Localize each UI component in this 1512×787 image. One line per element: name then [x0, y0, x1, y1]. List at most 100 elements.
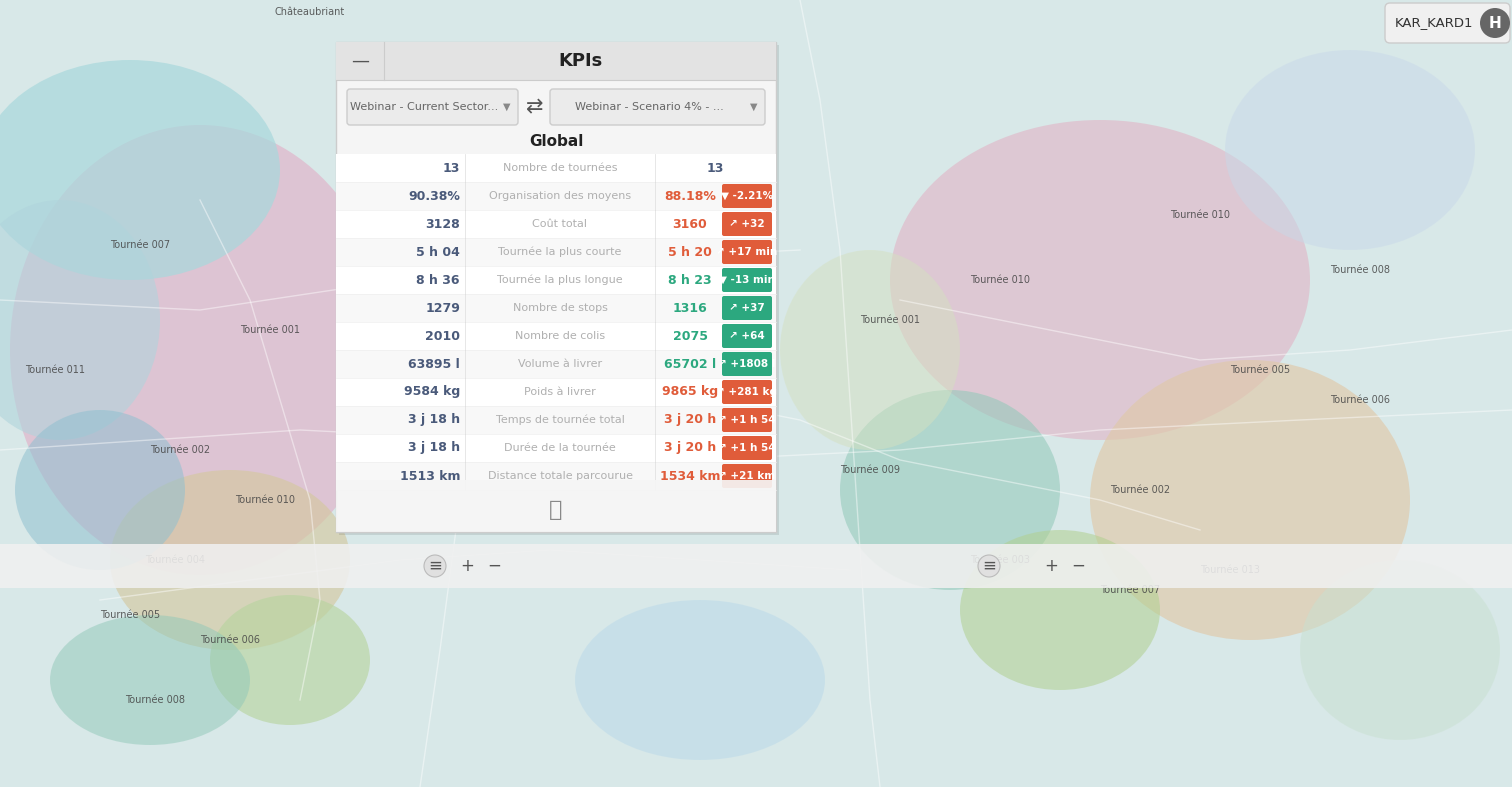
Ellipse shape	[891, 120, 1309, 440]
Ellipse shape	[15, 410, 184, 570]
Text: 1534 km: 1534 km	[659, 470, 720, 482]
Text: Tournée 013: Tournée 013	[1201, 565, 1259, 575]
Text: Tournée 003: Tournée 003	[971, 555, 1030, 565]
FancyBboxPatch shape	[723, 436, 773, 460]
Text: 90.38%: 90.38%	[408, 190, 460, 202]
Text: 8 h 36: 8 h 36	[416, 274, 460, 286]
Text: Châteaubriant: Châteaubriant	[275, 7, 345, 17]
Ellipse shape	[210, 595, 370, 725]
Text: ▼ -13 min: ▼ -13 min	[720, 275, 776, 285]
Text: Tournée 001: Tournée 001	[240, 325, 299, 335]
Text: −: −	[487, 557, 500, 575]
FancyBboxPatch shape	[723, 240, 773, 264]
Text: Webinar - Current Sector...: Webinar - Current Sector...	[351, 102, 499, 112]
Text: Tournée la plus longue: Tournée la plus longue	[497, 275, 623, 285]
Text: ⇄: ⇄	[526, 97, 544, 117]
Text: ⤓: ⤓	[549, 500, 562, 520]
Bar	[336, 182, 776, 210]
Text: Tournée 004: Tournée 004	[145, 555, 206, 565]
Text: ≡: ≡	[983, 557, 996, 575]
FancyBboxPatch shape	[723, 268, 773, 292]
FancyBboxPatch shape	[723, 380, 773, 404]
Bar	[336, 238, 776, 266]
Text: 1513 km: 1513 km	[399, 470, 460, 482]
Text: 65702 l: 65702 l	[664, 357, 717, 371]
Text: ↗ +1808 l: ↗ +1808 l	[718, 359, 776, 369]
FancyBboxPatch shape	[723, 296, 773, 320]
Text: +: +	[460, 557, 473, 575]
FancyBboxPatch shape	[723, 324, 773, 348]
Bar	[336, 210, 776, 238]
Text: Durée de la tournée: Durée de la tournée	[503, 443, 615, 453]
Text: ↗ +21 km: ↗ +21 km	[718, 471, 776, 481]
Text: Tournée 010: Tournée 010	[234, 495, 295, 505]
Bar	[0, 544, 1512, 588]
Text: Tournée la plus courte: Tournée la plus courte	[499, 247, 621, 257]
Bar	[336, 322, 776, 350]
Text: 1316: 1316	[673, 301, 708, 315]
Text: ▼: ▼	[750, 102, 758, 112]
FancyBboxPatch shape	[1385, 3, 1510, 43]
Text: Tournée 002: Tournée 002	[1110, 485, 1170, 495]
Text: 9865 kg: 9865 kg	[662, 386, 718, 398]
Text: Nombre de colis: Nombre de colis	[516, 331, 605, 341]
Text: —: —	[351, 52, 369, 70]
Ellipse shape	[110, 470, 349, 650]
Text: ▼ -2.21%: ▼ -2.21%	[721, 191, 773, 201]
Text: Temps de tournée total: Temps de tournée total	[496, 415, 624, 425]
Bar	[336, 42, 776, 80]
Text: 3160: 3160	[673, 217, 708, 231]
Text: Organisation des moyens: Organisation des moyens	[488, 191, 631, 201]
Text: 13: 13	[443, 161, 460, 175]
Ellipse shape	[11, 125, 390, 575]
Ellipse shape	[1225, 50, 1476, 250]
Text: Tournée 009: Tournée 009	[841, 465, 900, 475]
FancyBboxPatch shape	[723, 352, 773, 376]
Text: Tournée 007: Tournée 007	[1099, 585, 1160, 595]
Bar	[336, 462, 776, 490]
Text: Tournée 011: Tournée 011	[26, 365, 85, 375]
Ellipse shape	[1300, 560, 1500, 740]
Bar	[336, 406, 776, 434]
Text: Tournée 007: Tournée 007	[110, 240, 169, 250]
Text: −: −	[1070, 557, 1086, 575]
Text: Tournée 002: Tournée 002	[150, 445, 210, 455]
Ellipse shape	[50, 615, 249, 745]
Text: ↗ +1 h 54: ↗ +1 h 54	[718, 415, 776, 425]
Ellipse shape	[960, 530, 1160, 690]
Text: KPIs: KPIs	[558, 52, 602, 70]
Circle shape	[978, 555, 999, 577]
Text: 5 h 04: 5 h 04	[416, 246, 460, 258]
Text: Tournée 006: Tournée 006	[200, 635, 260, 645]
Text: 3 j 20 h: 3 j 20 h	[664, 413, 717, 427]
Ellipse shape	[780, 250, 960, 450]
Bar	[336, 266, 776, 294]
Text: Tournée 010: Tournée 010	[1170, 210, 1229, 220]
Text: 3 j 18 h: 3 j 18 h	[408, 413, 460, 427]
Bar	[336, 42, 384, 80]
Text: Volume à livrer: Volume à livrer	[519, 359, 602, 369]
Bar	[336, 378, 776, 406]
Text: Tournée 008: Tournée 008	[1331, 265, 1390, 275]
Circle shape	[1480, 8, 1510, 38]
Text: 88.18%: 88.18%	[664, 190, 717, 202]
Text: Global: Global	[529, 134, 584, 149]
Text: Coût total: Coût total	[532, 219, 588, 229]
Ellipse shape	[1090, 360, 1411, 640]
Text: Nombre de stops: Nombre de stops	[513, 303, 608, 313]
Text: ▼: ▼	[503, 102, 511, 112]
FancyBboxPatch shape	[723, 408, 773, 432]
Text: 2075: 2075	[673, 330, 708, 342]
Ellipse shape	[0, 60, 280, 280]
Text: 63895 l: 63895 l	[408, 357, 460, 371]
Text: Distance totale parcourue: Distance totale parcourue	[487, 471, 632, 481]
Text: Tournée 005: Tournée 005	[100, 610, 160, 620]
Ellipse shape	[0, 200, 160, 440]
Text: Nombre de tournées: Nombre de tournées	[503, 163, 617, 173]
Text: 3 j 20 h: 3 j 20 h	[664, 442, 717, 455]
Text: Poids à livrer: Poids à livrer	[525, 387, 596, 397]
FancyBboxPatch shape	[346, 89, 519, 125]
Text: ↗ +37: ↗ +37	[729, 303, 765, 313]
Text: ↗ +1 h 54: ↗ +1 h 54	[718, 443, 776, 453]
Bar	[336, 434, 776, 462]
